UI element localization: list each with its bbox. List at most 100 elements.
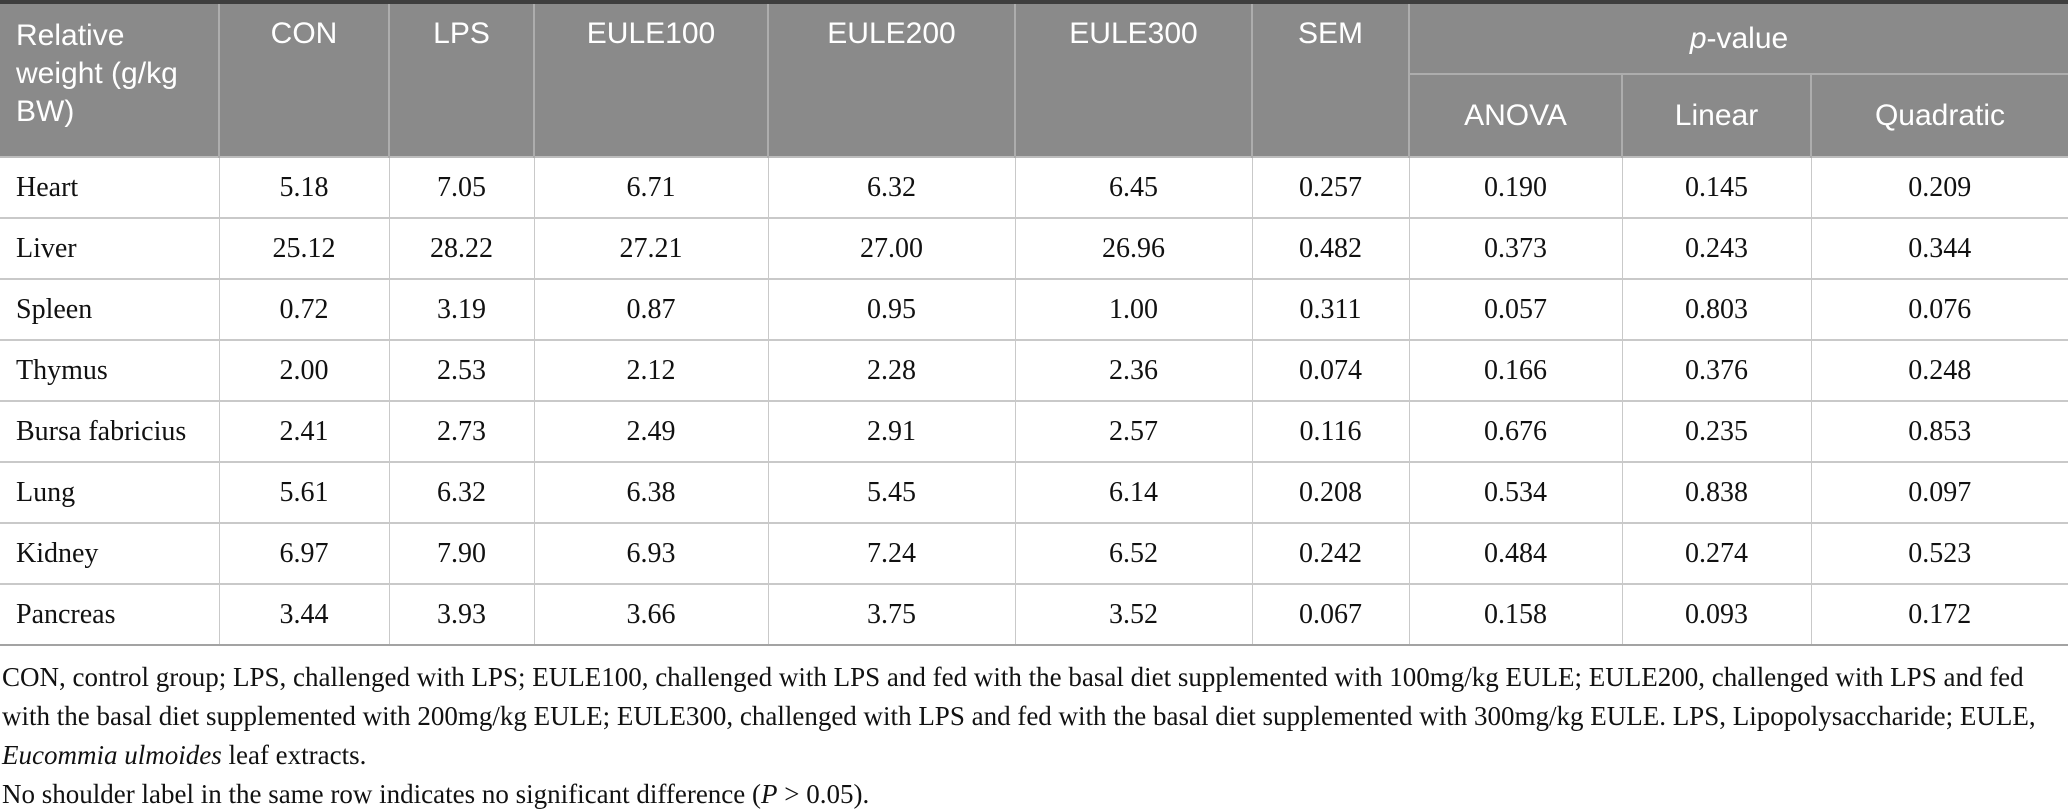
value-cell: 3.19 [388, 278, 535, 341]
value-cell: 2.36 [1014, 339, 1253, 402]
value-cell: 0.190 [1408, 156, 1623, 219]
organ-name-cell: Lung [0, 461, 220, 524]
value-cell: 3.52 [1014, 583, 1253, 646]
header-relative-weight: Relative weight (g/kg BW) [0, 2, 220, 157]
value-cell: 6.71 [533, 156, 769, 219]
footnote-abbreviations: CON, control group; LPS, challenged with… [2, 658, 2064, 775]
footnote-significance-text-2: > 0.05). [777, 779, 870, 809]
header-con: CON [219, 2, 390, 157]
header-row-main: Relative weight (g/kg BW) CON LPS EULE10… [0, 2, 2068, 157]
value-cell: 3.44 [218, 583, 390, 646]
value-cell: 2.57 [1014, 400, 1253, 463]
header-eule300: EULE300 [1015, 2, 1253, 157]
value-cell: 7.05 [388, 156, 535, 219]
value-cell: 0.838 [1621, 461, 1812, 524]
value-cell: 0.803 [1621, 278, 1812, 341]
value-cell: 3.66 [533, 583, 769, 646]
value-cell: 6.38 [533, 461, 769, 524]
footnote-significance: No shoulder label in the same row indica… [2, 775, 2064, 812]
value-cell: 2.49 [533, 400, 769, 463]
footnote-p-italic: P [761, 779, 778, 809]
p-value-italic-p: p [1689, 21, 1707, 55]
table-row-spleen: Spleen 0.72 3.19 0.87 0.95 1.00 0.311 0.… [0, 278, 2068, 341]
value-cell: 0.523 [1810, 522, 2068, 585]
header-linear: Linear [1622, 73, 1812, 157]
header-sem: SEM [1252, 2, 1410, 157]
organ-name-cell: Heart [0, 156, 220, 219]
value-cell: 1.00 [1014, 278, 1253, 341]
value-cell: 6.97 [218, 522, 390, 585]
value-cell: 27.00 [767, 217, 1016, 280]
header-anova: ANOVA [1409, 73, 1623, 157]
value-cell: 0.076 [1810, 278, 2068, 341]
value-cell: 0.853 [1810, 400, 2068, 463]
value-cell: 0.72 [218, 278, 390, 341]
value-cell: 0.158 [1408, 583, 1623, 646]
value-cell: 0.145 [1621, 156, 1812, 219]
value-cell: 6.45 [1014, 156, 1253, 219]
header-quadratic: Quadratic [1811, 73, 2068, 157]
table-header: Relative weight (g/kg BW) CON LPS EULE10… [0, 2, 2068, 157]
value-cell: 2.91 [767, 400, 1016, 463]
table-row-pancreas: Pancreas 3.44 3.93 3.66 3.75 3.52 0.067 … [0, 583, 2068, 646]
value-cell: 0.057 [1408, 278, 1623, 341]
table-row-kidney: Kidney 6.97 7.90 6.93 7.24 6.52 0.242 0.… [0, 522, 2068, 585]
footnote-significance-text-1: No shoulder label in the same row indica… [2, 779, 762, 809]
value-cell: 5.18 [218, 156, 390, 219]
footnote-species-italic: Eucommia ulmoides [2, 740, 222, 770]
value-cell: 2.28 [767, 339, 1016, 402]
value-cell: 0.208 [1251, 461, 1410, 524]
value-cell: 6.14 [1014, 461, 1253, 524]
header-p-value: p-value [1409, 2, 2068, 74]
value-cell: 7.24 [767, 522, 1016, 585]
value-cell: 0.248 [1810, 339, 2068, 402]
value-cell: 6.32 [767, 156, 1016, 219]
table-row-heart: Heart 5.18 7.05 6.71 6.32 6.45 0.257 0.1… [0, 156, 2068, 219]
value-cell: 0.87 [533, 278, 769, 341]
value-cell: 0.067 [1251, 583, 1410, 646]
value-cell: 2.41 [218, 400, 390, 463]
organ-name-cell: Liver [0, 217, 220, 280]
value-cell: 0.257 [1251, 156, 1410, 219]
value-cell: 6.52 [1014, 522, 1253, 585]
value-cell: 0.172 [1810, 583, 2068, 646]
value-cell: 0.676 [1408, 400, 1623, 463]
organ-name-cell: Pancreas [0, 583, 220, 646]
header-row-sub: ANOVA Linear Quadratic [0, 73, 2068, 157]
value-cell: 0.274 [1621, 522, 1812, 585]
table-row-lung: Lung 5.61 6.32 6.38 5.45 6.14 0.208 0.53… [0, 461, 2068, 524]
header-eule200: EULE200 [768, 2, 1016, 157]
value-cell: 3.93 [388, 583, 535, 646]
table-row-bursa-fabricius: Bursa fabricius 2.41 2.73 2.49 2.91 2.57… [0, 400, 2068, 463]
value-cell: 2.00 [218, 339, 390, 402]
header-lps: LPS [389, 2, 535, 157]
organ-name-cell: Spleen [0, 278, 220, 341]
value-cell: 27.21 [533, 217, 769, 280]
table-row-thymus: Thymus 2.00 2.53 2.12 2.28 2.36 0.074 0.… [0, 339, 2068, 402]
footnote-abbrev-text-2: leaf extracts. [221, 740, 367, 770]
organ-name-cell: Thymus [0, 339, 220, 402]
value-cell: 0.116 [1251, 400, 1410, 463]
value-cell: 0.484 [1408, 522, 1623, 585]
value-cell: 5.61 [218, 461, 390, 524]
value-cell: 28.22 [388, 217, 535, 280]
value-cell: 7.90 [388, 522, 535, 585]
value-cell: 0.235 [1621, 400, 1812, 463]
value-cell: 0.166 [1408, 339, 1623, 402]
value-cell: 26.96 [1014, 217, 1253, 280]
value-cell: 2.53 [388, 339, 535, 402]
value-cell: 0.373 [1408, 217, 1623, 280]
value-cell: 3.75 [767, 583, 1016, 646]
table-row-liver: Liver 25.12 28.22 27.21 27.00 26.96 0.48… [0, 217, 2068, 280]
value-cell: 0.482 [1251, 217, 1410, 280]
value-cell: 0.95 [767, 278, 1016, 341]
value-cell: 0.311 [1251, 278, 1410, 341]
value-cell: 2.12 [533, 339, 769, 402]
value-cell: 0.209 [1810, 156, 2068, 219]
value-cell: 0.093 [1621, 583, 1812, 646]
table-body: Heart 5.18 7.05 6.71 6.32 6.45 0.257 0.1… [0, 156, 2068, 646]
value-cell: 25.12 [218, 217, 390, 280]
organ-name-cell: Bursa fabricius [0, 400, 220, 463]
organ-relative-weight-table: Relative weight (g/kg BW) CON LPS EULE10… [0, 0, 2068, 646]
header-eule100: EULE100 [534, 2, 769, 157]
